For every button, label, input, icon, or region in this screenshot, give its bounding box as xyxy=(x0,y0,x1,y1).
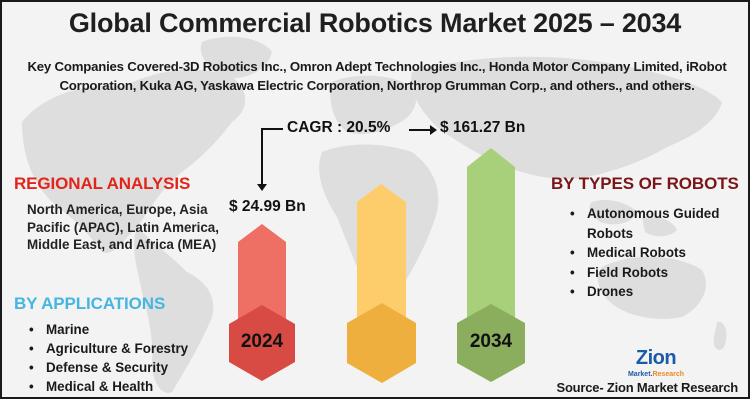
bar-2034 xyxy=(457,148,525,382)
bullet-icon: • xyxy=(29,360,34,375)
bullet-icon: • xyxy=(29,379,34,394)
list-item: • Field Robots xyxy=(567,263,747,283)
arrow-right-icon xyxy=(430,125,437,135)
bullet-icon: • xyxy=(570,264,575,280)
logo-sub-text: Market.Research xyxy=(627,371,685,378)
regional-analysis-heading: REGIONAL ANALYSIS xyxy=(14,174,191,193)
cagr-connector-line xyxy=(261,128,283,130)
source-text: Source- Zion Market Research xyxy=(556,380,738,395)
bullet-icon: • xyxy=(570,206,575,221)
bullet-icon: • xyxy=(29,341,34,356)
list-item: • Marine xyxy=(29,322,90,337)
list-item: • Autonomous Guided Robots xyxy=(570,206,720,241)
cagr-connector-line xyxy=(409,129,431,131)
types-of-robots-list: • Autonomous Guided Robots • Medical Robot… xyxy=(567,204,747,302)
bullet-icon: • xyxy=(29,322,34,337)
applications-heading: BY APPLICATIONS xyxy=(14,294,166,313)
list-item: • Defense & Security xyxy=(29,360,169,375)
arrow-down-icon xyxy=(257,184,267,191)
year-label-2034: 2034 xyxy=(469,331,513,352)
logo-main-text: Zion xyxy=(635,347,677,369)
applications-list: • Marine • Agriculture & Forestry • Defense… xyxy=(26,320,188,396)
types-of-robots-heading: BY TYPES OF ROBOTS xyxy=(551,174,739,193)
cagr-connector-line xyxy=(261,128,263,186)
cagr-label: CAGR : 20.5% xyxy=(287,119,391,136)
bar-middle xyxy=(347,184,416,383)
key-companies-text: Key Companies Covered-3D Robotics Inc., … xyxy=(27,59,727,93)
regional-analysis-text: North America, Europe, Asia Pacific (APA… xyxy=(27,202,219,252)
list-item: • Medical & Health xyxy=(29,379,154,394)
start-value-label: $ 24.99 Bn xyxy=(229,198,306,215)
zion-logo: Zion Market.Research xyxy=(624,347,688,383)
list-item: • Medical Robots xyxy=(567,243,747,263)
bullet-icon: • xyxy=(570,245,575,260)
list-item: • Agriculture & Forestry xyxy=(29,341,189,356)
bullet-icon: • xyxy=(570,284,575,299)
bar-2024 xyxy=(229,224,295,381)
end-value-label: $ 161.27 Bn xyxy=(440,119,526,136)
list-item: • Drones xyxy=(567,282,747,302)
year-label-2024: 2024 xyxy=(240,331,284,352)
page-title: Global Commercial Robotics Market 2025 –… xyxy=(68,8,682,38)
